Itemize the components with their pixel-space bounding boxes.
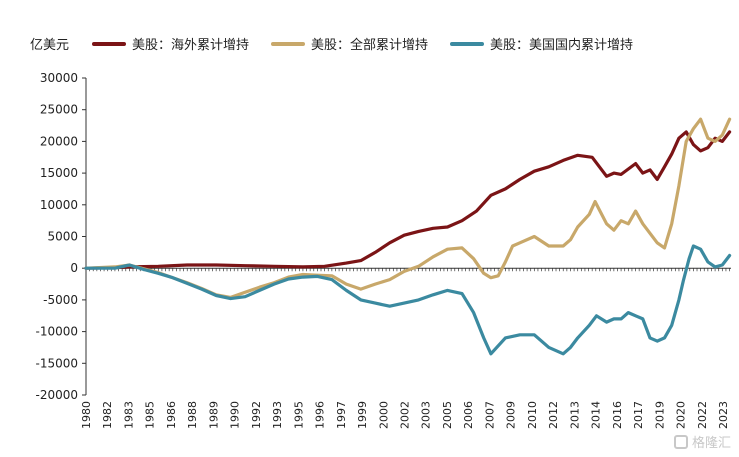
x-tick-label: 1982 [101,401,114,429]
y-tick-label: 15000 [40,166,78,180]
x-tick-label: 1985 [144,401,157,429]
x-tick-label: 2019 [653,401,666,429]
x-tick-label: 2020 [675,401,688,429]
series-line-0 [84,130,732,270]
x-tick-label: 2009 [505,401,518,429]
x-tick-label: 1980 [80,401,93,429]
legend-item-total: 美股：全部累计增持 [271,34,428,53]
x-tick-label: 1989 [207,401,220,429]
y-tick-label: 20000 [40,134,78,148]
y-tick-label: -15000 [35,356,78,370]
y-tick-label: 5000 [47,230,78,244]
x-tick-label: 1993 [271,401,284,429]
y-tick-label: 25000 [40,103,78,117]
x-tick-label: 1988 [186,401,199,429]
x-tick-label: 2003 [420,401,433,429]
y-tick-label: -20000 [35,388,78,402]
x-tick-label: 2000 [377,401,390,429]
series-line-1 [84,117,732,299]
x-tick-label: 1997 [335,401,348,429]
y-axis-unit-label: 亿美元 [30,38,70,53]
legend-swatch-domestic [450,41,485,46]
x-tick-label: 2002 [399,401,412,429]
x-tick-label: 2012 [547,401,560,429]
y-tick-label: -10000 [35,325,78,339]
y-tick-label: 10000 [40,198,78,212]
x-tick-label: 2013 [568,401,581,429]
legend-label-total: 美股：全部累计增持 [311,38,429,53]
legend: 美股：海外累计增持 美股：全部累计增持 美股：美国国内累计增持 [92,34,633,53]
x-tick-label: 1996 [314,401,327,429]
x-tick-label: 2006 [462,401,475,429]
legend-swatch-total [271,41,306,46]
x-tick-label: 1999 [356,401,369,429]
y-tick-label: 0 [70,261,78,275]
x-tick-label: 2023 [717,401,730,429]
y-tick-label: -5000 [43,293,78,307]
x-tick-label: 2007 [483,401,496,429]
x-tick-label: 1990 [229,401,242,429]
x-tick-label: 1995 [292,401,305,429]
watermark: 格隆汇 [673,432,731,451]
x-tick-label: 1983 [122,401,135,429]
y-tick-label: 30000 [40,71,78,85]
x-tick-label: 1986 [165,401,178,429]
legend-item-domestic: 美股：美国国内累计增持 [450,34,633,53]
watermark-logo-icon [673,434,688,449]
watermark-text: 格隆汇 [691,436,731,451]
legend-item-overseas: 美股：海外累计增持 [92,34,249,53]
x-tick-label: 2016 [611,401,624,429]
series-line-2 [84,244,732,356]
x-tick-label: 2005 [441,401,454,429]
x-tick-label: 2014 [590,401,603,429]
x-tick-label: 1992 [250,401,263,429]
legend-label-overseas: 美股：海外累计增持 [132,38,250,53]
x-tick-label: 2010 [526,401,539,429]
legend-swatch-overseas [92,41,126,46]
x-tick-label: 2022 [696,401,709,429]
x-tick-label: 2017 [632,401,645,429]
legend-label-domestic: 美股：美国国内累计增持 [490,38,634,53]
